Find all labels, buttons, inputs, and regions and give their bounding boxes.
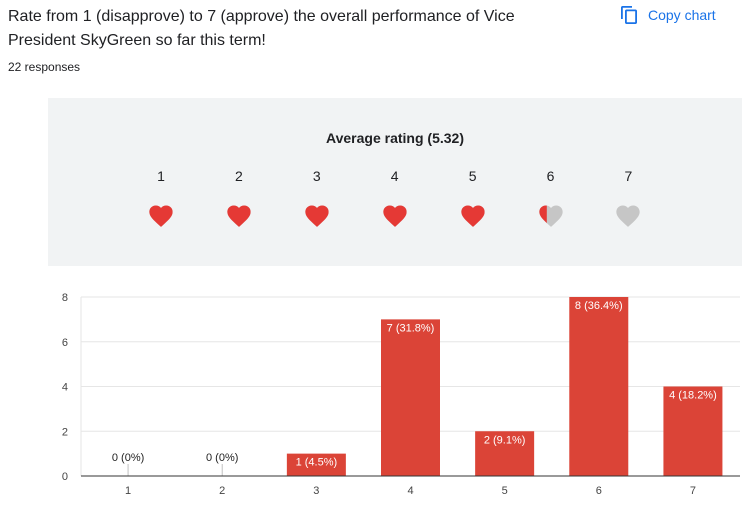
rating-scale-item-7: 7 — [608, 168, 648, 230]
copy-chart-label: Copy chart — [648, 7, 716, 23]
bar-6 — [569, 297, 629, 476]
heart-icon — [227, 205, 251, 227]
rating-scale-item-1: 1 — [141, 168, 181, 230]
bar-data-label: 4 (18.2%) — [669, 390, 717, 402]
heart-icon — [383, 205, 407, 227]
x-tick-label: 3 — [313, 485, 319, 497]
question-title: Rate from 1 (disapprove) to 7 (approve) … — [8, 8, 515, 49]
heart-icon — [305, 205, 329, 227]
x-tick-label: 4 — [407, 485, 413, 497]
bar-data-label: 0 (0%) — [112, 452, 144, 464]
heart-icon — [460, 205, 485, 227]
rating-scale-item-3: 3 — [297, 168, 337, 230]
rating-scale-item-5: 5 — [453, 168, 493, 230]
average-rating-title: Average rating (5.32) — [326, 130, 464, 146]
y-tick-label: 8 — [62, 292, 68, 304]
heart-icon — [149, 205, 173, 227]
heart-icon — [538, 205, 563, 227]
y-tick-label: 0 — [62, 471, 68, 483]
y-tick-label: 6 — [62, 337, 68, 349]
bar-data-label: 0 (0%) — [206, 452, 238, 464]
rating-scale-number: 5 — [468, 168, 477, 184]
y-tick-label: 2 — [62, 426, 68, 438]
average-rating-panel: Average rating (5.32) 1 2 3 4 5 6 7 — [48, 98, 742, 266]
rating-scale-number: 2 — [234, 168, 243, 184]
rating-scale-number: 1 — [157, 168, 165, 184]
rating-scale-item-2: 2 — [219, 168, 259, 230]
rating-scale-item-6: 6 — [531, 168, 571, 230]
x-tick-label: 2 — [219, 485, 225, 497]
rating-scale-item-4: 4 — [375, 168, 415, 230]
y-tick-label: 4 — [62, 382, 68, 394]
bar-data-label: 1 (4.5%) — [296, 457, 338, 469]
x-tick-label: 5 — [502, 485, 508, 497]
copy-icon — [620, 5, 638, 25]
bar-data-label: 7 (31.8%) — [387, 322, 435, 334]
bar-4 — [381, 319, 440, 476]
bar-7 — [663, 386, 723, 476]
copy-chart-button[interactable]: Copy chart — [616, 2, 720, 28]
x-tick-label: 6 — [596, 485, 602, 497]
rating-scale-number: 3 — [312, 168, 321, 184]
bar-3 — [286, 453, 346, 476]
x-tick-label: 1 — [125, 485, 131, 497]
heart-icon — [616, 205, 641, 227]
rating-scale-number: 4 — [390, 168, 399, 184]
response-count: 22 responses — [8, 60, 81, 74]
bar-data-label: 8 (36.4%) — [575, 300, 623, 312]
bar-data-label: 2 (9.1%) — [484, 434, 526, 446]
x-tick-label: 7 — [690, 485, 696, 497]
rating-scale-number: 6 — [546, 168, 555, 184]
rating-scale-number: 7 — [624, 168, 633, 184]
bar-chart: 0 2 4 6 8 0 (0%) 1 0 (0%) 2 1 (4.5%) 3 7 (31.8%) 4 2 … — [62, 292, 740, 497]
bar-5 — [475, 431, 535, 476]
